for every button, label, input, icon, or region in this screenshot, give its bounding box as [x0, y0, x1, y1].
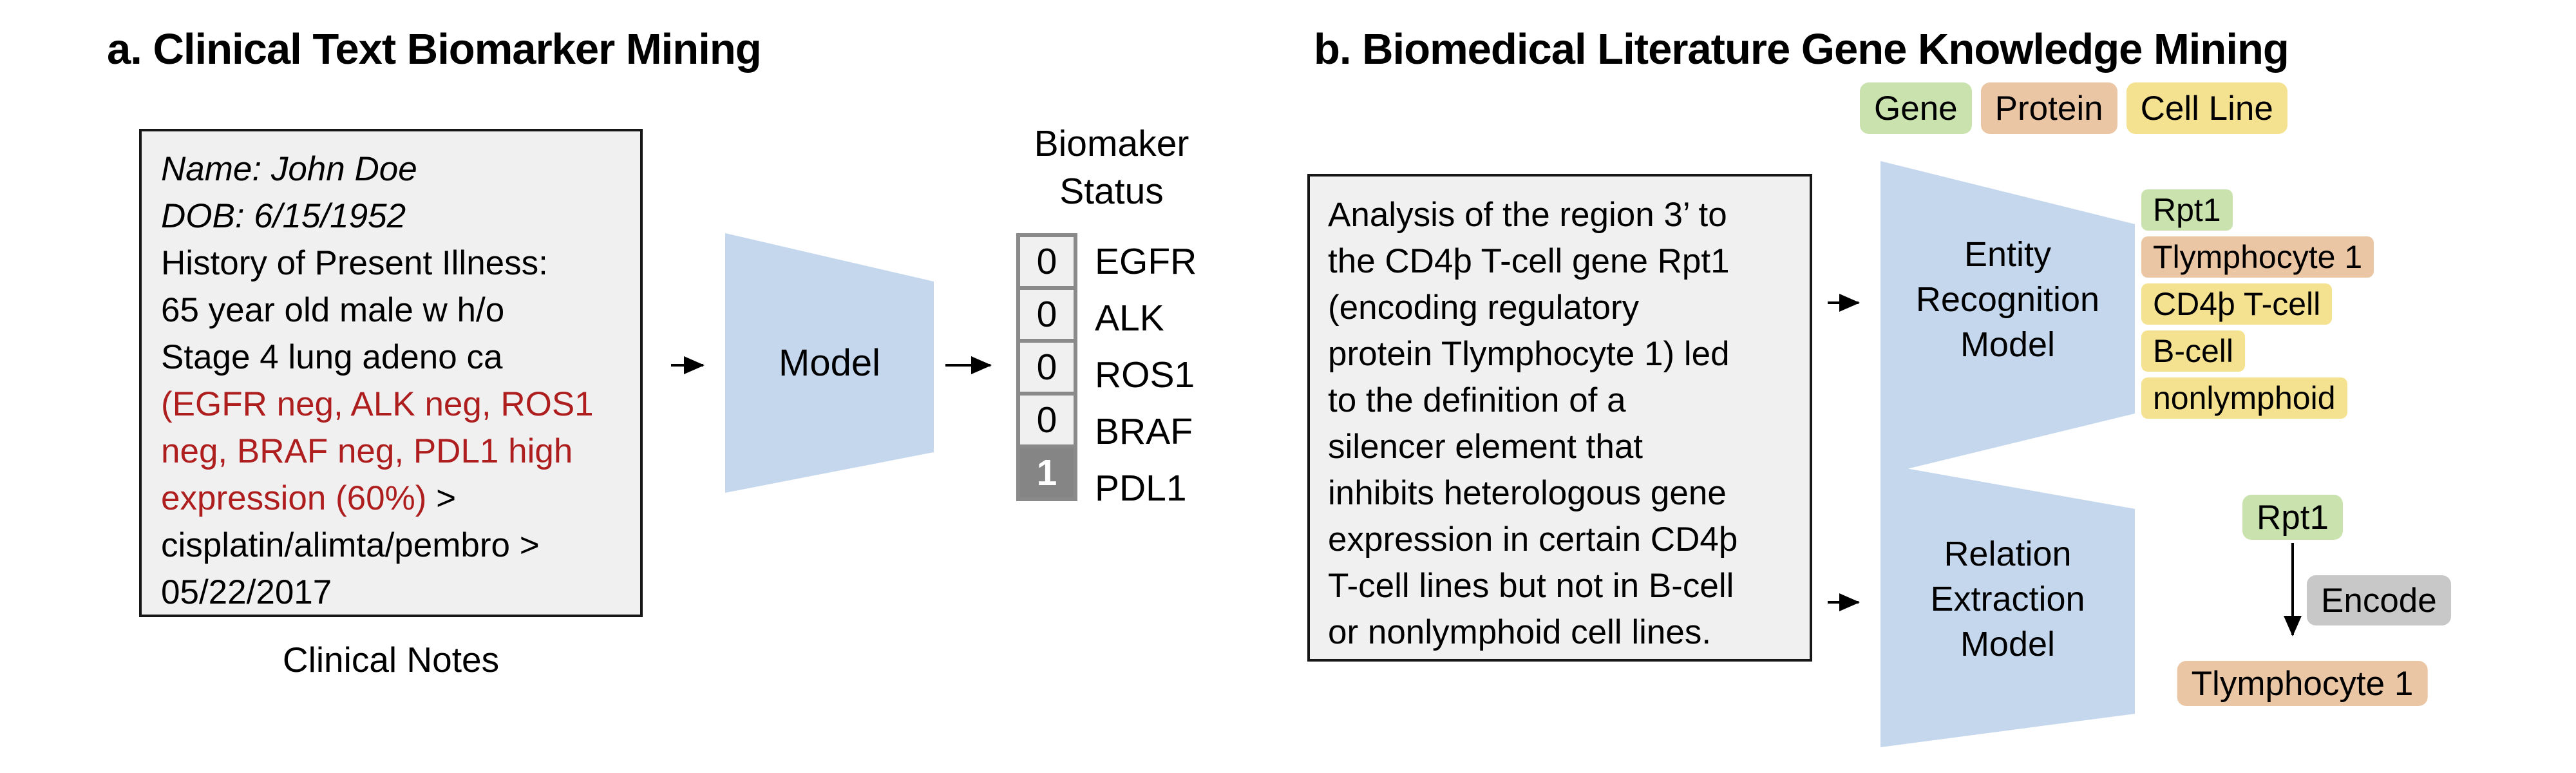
clinical-note-line: cisplatin/alimta/pembro >: [161, 522, 640, 569]
abstract-line: or nonlymphoid cell lines.: [1328, 613, 1712, 651]
clinical-note-segment: History of Present Illness:: [161, 244, 548, 282]
entity-recognition-model-label: Entity Recognition Model: [1880, 187, 2135, 412]
biomarker-status-labels: EGFR ALK ROS1 BRAF PDL1: [1095, 233, 1197, 517]
relation-extraction-model-label: Relation Extraction Model: [1880, 496, 2135, 702]
clinical-note-line: History of Present Illness:: [161, 240, 640, 287]
clinical-note-line: 05/22/2017: [161, 569, 640, 616]
clinical-note-line: neg, BRAF neg, PDL1 high: [161, 428, 640, 475]
biomarker-status-cell: 0: [1016, 392, 1077, 448]
clinical-note-line: expression (60%) >: [161, 475, 640, 522]
clinical-notes-box: Name: John Doe DOB: 6/15/1952 History of P…: [139, 129, 643, 617]
biomarker-status-title-line1: Biomaker: [1034, 123, 1189, 164]
entity-badge: CD4þ T-cell: [2141, 283, 2333, 325]
entity-badge: Tlymphocyte 1: [2141, 236, 2374, 278]
recognized-entities-list: Rpt1 Tlymphocyte 1 CD4þ T-cell B-cell nonlym…: [2141, 189, 2374, 425]
entity-type-legend: Gene Protein Cell Line: [1860, 82, 2297, 134]
clinical-note-text: Name: John Doe DOB: 6/15/1952 History of P…: [142, 131, 640, 616]
abstract-text: Analysis of the region 3’ to the CD4þ T-c…: [1310, 177, 1810, 656]
biomarker-name-label: ALK: [1095, 298, 1164, 339]
relation-tail-badge: Tlymphocyte 1: [2177, 661, 2428, 706]
relation-extraction-trapezoid: [1880, 464, 2135, 747]
abstract-line: to the definition of a: [1328, 381, 1626, 419]
clinical-note-segment: DOB: 6/15/1952: [161, 197, 406, 235]
er-model-label-line2: Recognition: [1915, 280, 2100, 319]
clinical-note-line: 65 year old male w h/o: [161, 287, 640, 334]
biomarker-status-cell: 0: [1016, 286, 1077, 343]
clinical-note-segment: >: [426, 479, 457, 517]
re-model-label-line3: Model: [1960, 625, 2056, 663]
legend-badge-protein: Protein: [1980, 82, 2117, 134]
clinical-note-segment: neg, BRAF neg, PDL1 high: [161, 432, 573, 470]
biomarker-name-label: PDL1: [1095, 468, 1187, 509]
clinical-note-line: (EGFR neg, ALK neg, ROS1: [161, 381, 640, 428]
legend-badge-cell_line: Cell Line: [2126, 82, 2287, 134]
clinical-note-segment: cisplatin/alimta/pembro >: [161, 526, 540, 564]
clinical-note-line: Stage 4 lung adeno ca: [161, 334, 640, 381]
panel-b-title: b. Biomedical Literature Gene Knowledge …: [1314, 25, 2289, 73]
abstract-line: protein Tlymphocyte 1) led: [1328, 335, 1730, 373]
model-label: Model: [779, 342, 880, 384]
re-model-label-line2: Extraction: [1930, 580, 2085, 618]
er-model-label-line1: Entity: [1964, 235, 2052, 274]
er-model-label-line3: Model: [1960, 325, 2056, 364]
biomarker-name-label: EGFR: [1095, 241, 1197, 282]
clinical-note-segment: (EGFR neg, ALK neg, ROS1: [161, 385, 594, 423]
abstract-line: T-cell lines but not in B-cell: [1328, 567, 1734, 605]
clinical-note-segment: 05/22/2017: [161, 573, 332, 611]
biomarker-status-cell: 0: [1016, 339, 1077, 396]
clinical-note-segment: expression (60%): [161, 479, 427, 517]
biomarker-status-cell: 0: [1016, 233, 1077, 290]
clinical-note-segment: 65 year old male w h/o: [161, 291, 505, 329]
entity-badge: nonlymphoid: [2141, 377, 2347, 419]
biomarker-status-cell: 1: [1016, 444, 1077, 501]
biomarker-status-title-line2: Status: [1059, 171, 1164, 212]
panel-a-title: a. Clinical Text Biomarker Mining: [107, 25, 762, 73]
abstract-line: expression in certain CD4þ: [1328, 520, 1738, 558]
abstract-line: inhibits heterologous gene: [1328, 474, 1727, 512]
biomarker-name-label: ROS1: [1095, 354, 1195, 396]
biomarker-name-label: BRAF: [1095, 411, 1193, 452]
clinical-note-line: DOB: 6/15/1952: [161, 193, 640, 240]
abstract-box: Analysis of the region 3’ to the CD4þ T-c…: [1307, 174, 1812, 662]
clinical-note-segment: Name: John Doe: [161, 150, 417, 188]
biomarker-status-title: Biomaker Status: [1015, 120, 1208, 215]
relation-head-badge: Rpt1: [2242, 495, 2343, 540]
abstract-line: silencer element that: [1328, 428, 1643, 466]
relation-label-badge: Encode: [2307, 575, 2451, 625]
entity-badge: B-cell: [2141, 330, 2246, 372]
clinical-note-line: Name: John Doe: [161, 146, 640, 193]
entity-badge: Rpt1: [2141, 189, 2233, 231]
model-trapezoid: [725, 233, 934, 493]
clinical-note-segment: Stage 4 lung adeno ca: [161, 338, 503, 376]
abstract-line: the CD4þ T-cell gene Rpt1: [1328, 242, 1730, 280]
abstract-line: Analysis of the region 3’ to: [1328, 196, 1727, 234]
entity-recognition-trapezoid: [1880, 161, 2135, 475]
clinical-notes-caption: Clinical Notes: [282, 640, 500, 680]
re-model-label-line1: Relation: [1944, 535, 2072, 573]
legend-badge-gene: Gene: [1860, 82, 1972, 134]
abstract-line: (encoding regulatory: [1328, 289, 1640, 327]
